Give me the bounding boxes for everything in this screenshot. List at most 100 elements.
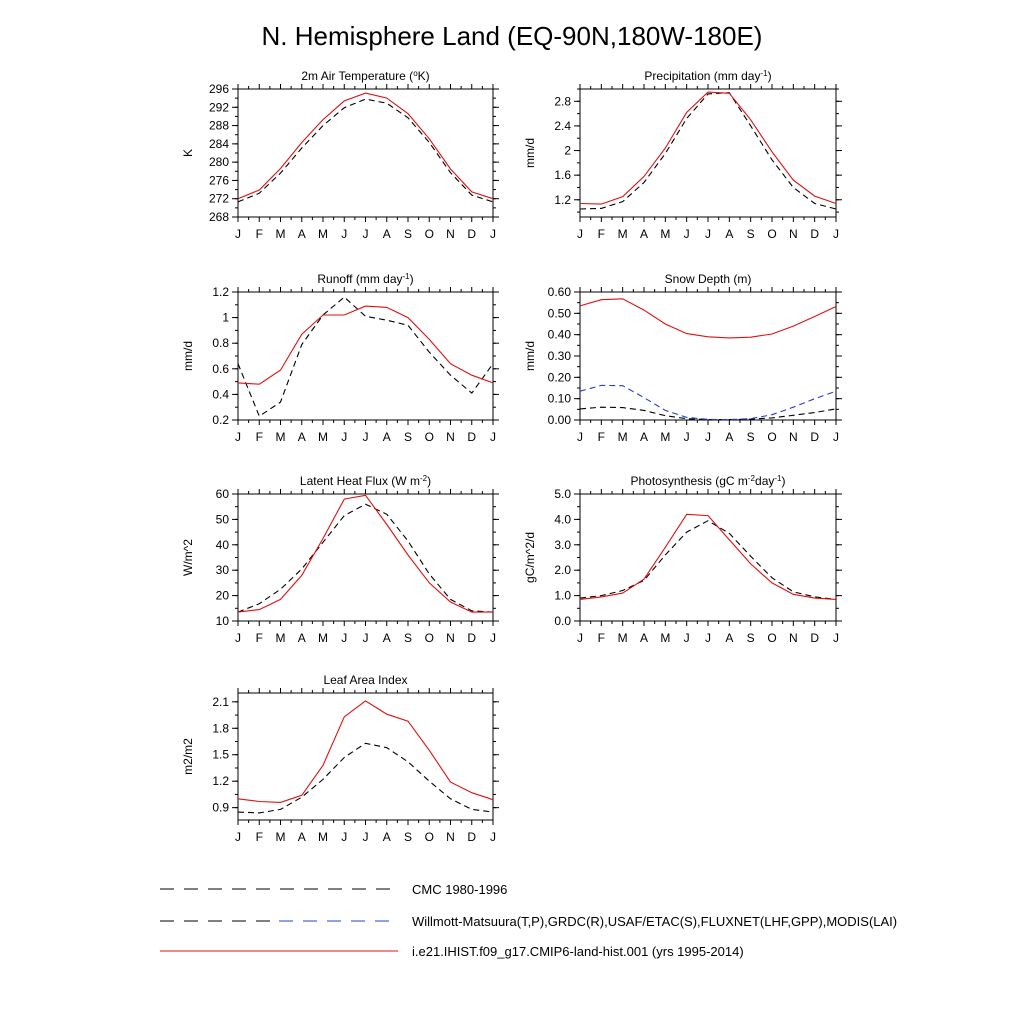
x-tick-label: A [725,631,733,645]
x-tick-label: D [467,227,476,241]
legend-item-2: Willmott-Matsuura(T,P),GRDC(R),USAF/ETAC… [160,914,897,929]
x-tick-label: J [363,430,369,444]
x-tick-label: S [404,631,412,645]
y-tick-label: 2.4 [554,119,571,133]
x-tick-label: F [256,631,263,645]
x-tick-label: A [383,430,391,444]
legend-label: Willmott-Matsuura(T,P),GRDC(R),USAF/ETAC… [412,914,897,929]
x-tick-label: A [725,430,733,444]
x-tick-label: A [298,631,306,645]
y-tick-label: 0.50 [548,306,572,320]
x-tick-label: M [318,830,328,844]
x-tick-label: J [490,227,496,241]
y-tick-label: 268 [209,210,229,224]
panel-3: Runoff (mm day-1)mm/dJ F M A M J J A S O N D J0.20.4… [181,272,499,444]
x-tick-label: O [767,430,776,444]
x-tick-label: J [235,227,241,241]
y-tick-label: 1.5 [212,748,229,762]
series-line-2 [579,513,837,600]
series-line-2 [237,494,493,613]
x-tick-label: S [404,227,412,241]
y-tick-label: 0.8 [212,336,229,350]
x-tick-label: J [363,631,369,645]
x-tick-label: M [660,631,670,645]
series-line-3 [579,298,837,339]
panel-title: Latent Heat Flux (W m-2) [300,474,431,489]
x-tick-label: M [318,227,328,241]
x-tick-label: S [747,430,755,444]
x-tick-label: M [618,631,628,645]
panel-title: 2m Air Temperature (oK) [301,69,429,84]
series-line-1 [237,98,494,203]
y-tick-label: 30 [216,563,230,577]
x-tick-label: J [577,430,583,444]
x-tick-label: J [684,631,690,645]
y-tick-label: 10 [216,614,230,628]
y-tick-label: 1.0 [554,589,571,603]
y-tick-label: 0.9 [212,801,229,815]
x-tick-label: M [618,227,628,241]
y-tick-label: 288 [209,119,229,133]
series-line-2 [579,91,837,205]
x-tick-label: M [276,631,286,645]
series-line-1 [237,503,494,613]
x-tick-label: J [341,631,347,645]
x-tick-label: O [767,631,776,645]
y-tick-label: 2.0 [554,563,571,577]
x-tick-label: J [705,227,711,241]
x-tick-label: F [256,227,263,241]
series-line-2 [237,700,494,803]
series-line-1 [237,742,494,814]
panel-6: Photosynthesis (gC m-2day-1)gC/m^2/dJ F M A… [523,474,842,645]
x-tick-label: A [640,227,648,241]
plot-frame [579,291,837,421]
y-tick-label: 1.2 [212,285,229,299]
x-tick-label: D [467,830,476,844]
panel-2: Precipitation (mm day-1)mm/dJ F M A M J J A S O N D… [523,69,842,241]
legend-item-3: i.e21.IHIST.f09_g17.CMIP6-land-hist.001 … [160,944,744,959]
y-tick-label: 2.1 [212,695,229,709]
series-line-1 [579,92,837,210]
y-tick-label: 2 [564,144,571,158]
y-tick-label: 0.60 [548,285,572,299]
x-tick-label: J [363,830,369,844]
x-tick-label: J [684,227,690,241]
y-tick-label: 1.2 [212,774,229,788]
y-tick-label: 0.10 [548,392,572,406]
x-tick-label: A [298,430,306,444]
x-tick-label: D [810,430,819,444]
y-tick-label: 1.2 [554,193,571,207]
x-tick-label: O [425,227,434,241]
x-tick-label: A [640,631,648,645]
y-tick-label: 20 [216,589,230,603]
y-tick-label: 3.0 [554,538,571,552]
x-tick-label: F [598,631,605,645]
legend: CMC 1980-1996 Willmott-Matsuura(T,P),GRDC… [160,882,897,959]
panel-title: Runoff (mm day-1) [317,272,413,287]
y-tick-label: 1 [222,311,229,325]
x-tick-label: M [318,430,328,444]
legend-label: CMC 1980-1996 [412,882,507,897]
x-tick-label: O [425,631,434,645]
x-tick-label: F [256,430,263,444]
x-tick-label: J [705,631,711,645]
x-tick-label: A [298,830,306,844]
x-tick-label: M [276,830,286,844]
y-tick-label: 0.30 [548,349,572,363]
x-tick-label: F [256,830,263,844]
x-tick-label: D [810,227,819,241]
plot-frame [237,88,494,218]
y-tick-label: 280 [209,155,229,169]
x-tick-label: M [276,430,286,444]
plot-frame [237,692,494,821]
x-tick-label: N [789,430,798,444]
x-tick-label: D [810,631,819,645]
series-line-2 [237,92,494,200]
y-axis-label: K [181,149,195,157]
x-tick-label: J [577,227,583,241]
y-tick-label: 50 [216,512,230,526]
x-tick-label: A [725,227,733,241]
x-tick-label: A [640,430,648,444]
x-tick-label: A [383,227,391,241]
